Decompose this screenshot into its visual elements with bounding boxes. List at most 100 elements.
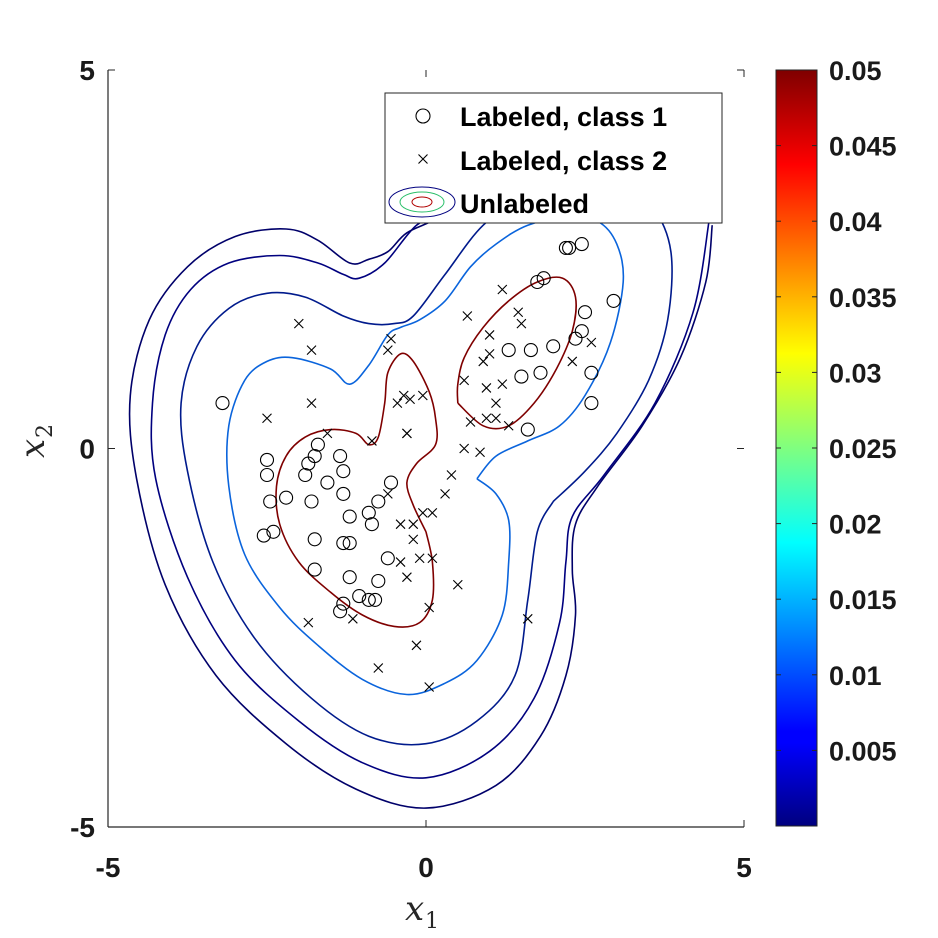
class2-point xyxy=(367,436,377,446)
class1-point xyxy=(574,237,589,252)
y-axis-label-var: x xyxy=(13,439,53,458)
class2-point xyxy=(452,579,463,590)
x-tick-label: -5 xyxy=(96,852,121,883)
class1-point xyxy=(383,475,399,490)
class1-point xyxy=(520,422,535,437)
colorbar-gradient xyxy=(775,69,818,827)
class1-point xyxy=(342,536,357,551)
class1-point xyxy=(368,592,383,607)
y-ticks: -5 0 5 xyxy=(70,55,744,843)
class1-point xyxy=(533,365,548,380)
class2-point xyxy=(414,553,425,564)
class2-point xyxy=(427,507,438,518)
colorbar-tick-label: 0.05 xyxy=(829,56,882,86)
legend-item-class-2: Labeled, class 2 xyxy=(418,146,667,176)
class2-point xyxy=(303,617,314,628)
legend-label-class-2: Labeled, class 2 xyxy=(460,146,667,176)
class2-point xyxy=(586,337,597,348)
colorbar-tick-label: 0.01 xyxy=(829,661,882,691)
class1-point xyxy=(523,343,538,358)
class1-point xyxy=(361,592,376,607)
class2-point xyxy=(382,489,393,499)
x-axis-label-var: x xyxy=(405,889,424,929)
class1-point xyxy=(320,475,335,490)
x-tick-label: 5 xyxy=(736,852,752,883)
class1-point xyxy=(380,551,395,566)
class1-point xyxy=(259,452,275,467)
class2-point xyxy=(484,348,495,359)
contour-outer-icon xyxy=(388,186,456,218)
x-axis-label: x 1 xyxy=(405,889,439,934)
class2-point xyxy=(484,330,495,340)
class2-point xyxy=(395,519,406,530)
class1-point xyxy=(307,562,322,577)
class1-point xyxy=(536,271,551,286)
class2-point xyxy=(440,489,450,499)
class1-point xyxy=(263,494,278,509)
class2-point xyxy=(347,613,358,624)
contour-inner-icon xyxy=(411,196,433,208)
class2-point xyxy=(491,398,501,408)
x-tick-label: 0 xyxy=(418,852,434,883)
class1-point xyxy=(279,490,294,505)
circle-marker-icon xyxy=(415,108,431,124)
class2-point xyxy=(405,394,415,405)
class1-point xyxy=(584,396,599,411)
class2-point xyxy=(395,557,406,567)
class2-point xyxy=(567,356,578,367)
class2-point xyxy=(446,470,457,480)
y-tick-label: 0 xyxy=(79,434,95,465)
class1-point xyxy=(501,343,516,358)
class1-point xyxy=(342,509,357,524)
class2-point xyxy=(478,356,489,367)
class2-point xyxy=(402,428,412,439)
class1-point xyxy=(577,305,593,320)
class2-point xyxy=(411,640,422,651)
class1-point xyxy=(336,536,351,551)
class2-point xyxy=(408,534,419,545)
class1-point xyxy=(546,339,561,354)
colorbar-tick-label: 0.02 xyxy=(829,510,882,540)
colorbar-ticks: 0.005 0.01 0.015 0.02 0.025 0.03 0.035 0.04 0.04… xyxy=(776,56,897,766)
class1-point xyxy=(266,524,281,539)
class1-point xyxy=(333,604,348,619)
class1-point xyxy=(361,505,376,520)
class1-point xyxy=(336,464,351,479)
class2-point xyxy=(427,553,438,564)
axes: -5 0 5 -5 0 5 xyxy=(70,55,752,883)
class2-point xyxy=(522,613,533,624)
class2-point xyxy=(398,390,409,401)
class2-point xyxy=(481,413,492,424)
contour-line-0-1 xyxy=(456,276,577,430)
colorbar-tick-label: 0.04 xyxy=(829,207,882,237)
class2-point xyxy=(306,398,317,408)
colorbar-tick-label: 0.005 xyxy=(829,736,897,766)
class2-point xyxy=(417,507,428,518)
class2-point xyxy=(459,375,470,386)
colorbar-tick-label: 0.045 xyxy=(829,132,897,162)
class1-point xyxy=(606,293,621,308)
class2-point xyxy=(465,417,476,427)
colorbar-tick-label: 0.015 xyxy=(829,585,897,615)
class1-point xyxy=(584,365,599,380)
class2-point xyxy=(392,398,403,408)
colorbar-tick-label: 0.035 xyxy=(829,283,897,313)
contour-line-1-0 xyxy=(226,216,625,696)
y-tick-label: -5 xyxy=(70,812,95,843)
class1-point xyxy=(307,449,322,464)
y-axis-label-sub: 2 xyxy=(33,424,58,438)
contour-line-0-0 xyxy=(275,352,438,628)
class1-point xyxy=(574,324,589,339)
class2-point xyxy=(262,413,272,424)
class1-point xyxy=(310,437,325,452)
class2-point xyxy=(475,447,485,458)
class2-point xyxy=(322,428,333,439)
x-axis-label-sub: 1 xyxy=(425,909,439,934)
class1-point xyxy=(371,494,386,509)
class1-point xyxy=(342,570,357,585)
class1-point xyxy=(352,589,367,604)
class1-point xyxy=(215,396,230,411)
class1-point xyxy=(558,240,573,255)
legend: Labeled, class 1 Labeled, class 2 Unlabe… xyxy=(384,92,723,224)
